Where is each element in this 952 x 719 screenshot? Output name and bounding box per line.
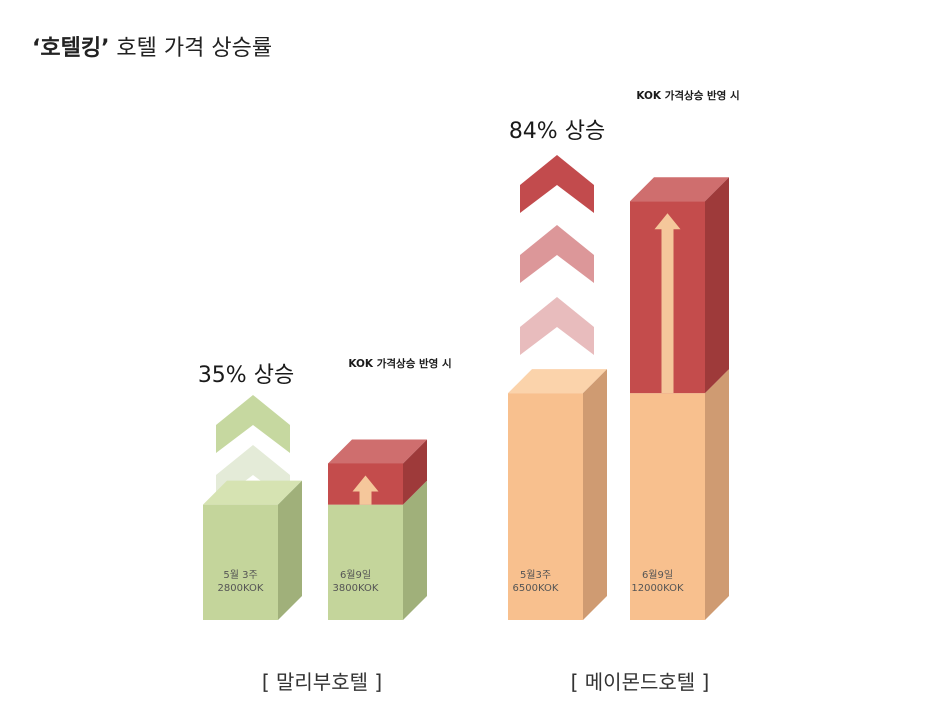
group-1-name-label: [ 말리부호텔 ] (262, 670, 382, 694)
group-1-bar-2-date-label: 6월9일 (340, 569, 371, 581)
group-1-increase-side (403, 439, 427, 505)
group-2-bar-1-value-label: 6500KOK (513, 583, 559, 594)
group-2-bar-1-side (583, 369, 607, 620)
group-2-chevron-2 (520, 225, 594, 283)
group-2-bar-1-front (508, 393, 583, 620)
up-arrow-icon (654, 213, 681, 394)
up-arrow-icon (352, 475, 379, 505)
group-1-bar-1-side (278, 480, 302, 620)
group-2-increase-side (705, 177, 729, 394)
group-1-bar-1-date-label: 5월 3주 (223, 569, 257, 581)
group-1-chevron-1 (216, 395, 290, 453)
group-1-note-label: KOK 가격상승 반영 시 (348, 357, 451, 370)
group-1-bar-2-value-label: 3800KOK (333, 583, 379, 594)
group-2-bar-2-date-label: 6월9일 (642, 569, 673, 581)
group-1-bar-2-front (328, 504, 403, 620)
group-2-bar-2-side (705, 369, 729, 620)
group-2-bar-2-front (630, 393, 705, 620)
group-2-note-label: KOK 가격상승 반영 시 (636, 89, 739, 102)
group-2-bar-2-value-label: 12000KOK (631, 583, 684, 594)
group-1-bar-1-value-label: 2800KOK (218, 583, 264, 594)
group-2-increase-label: 84% 상승 (509, 119, 605, 144)
group-2-bar-1-date-label: 5월3주 (520, 569, 551, 581)
chart-layer: 5월 3주 2800KOK 6월9일 3800KOK 35% 상승 KOK 가격상승 반영… (198, 89, 740, 694)
group-1-bar-1-top (203, 480, 302, 505)
page-title-prefix: ‘호텔킹’ (32, 36, 109, 61)
group-1-increase-label: 35% 상승 (198, 363, 294, 388)
group-2-chevron-3 (520, 297, 594, 355)
group-1-bar-1-front (203, 504, 278, 620)
group-1-bar-2-side (403, 480, 427, 620)
group-2-name-label: [ 메이몬드호텔 ] (571, 670, 710, 694)
group-2-chevron-1 (520, 155, 594, 213)
group-2-bar-1-top (508, 369, 607, 394)
group-2-increase-top (630, 177, 729, 202)
page-title-rest: 호텔 가격 상승률 (109, 36, 272, 61)
page-title: ‘호텔킹’ 호텔 가격 상승률 (32, 36, 272, 61)
group-1-increase-top (328, 439, 427, 464)
